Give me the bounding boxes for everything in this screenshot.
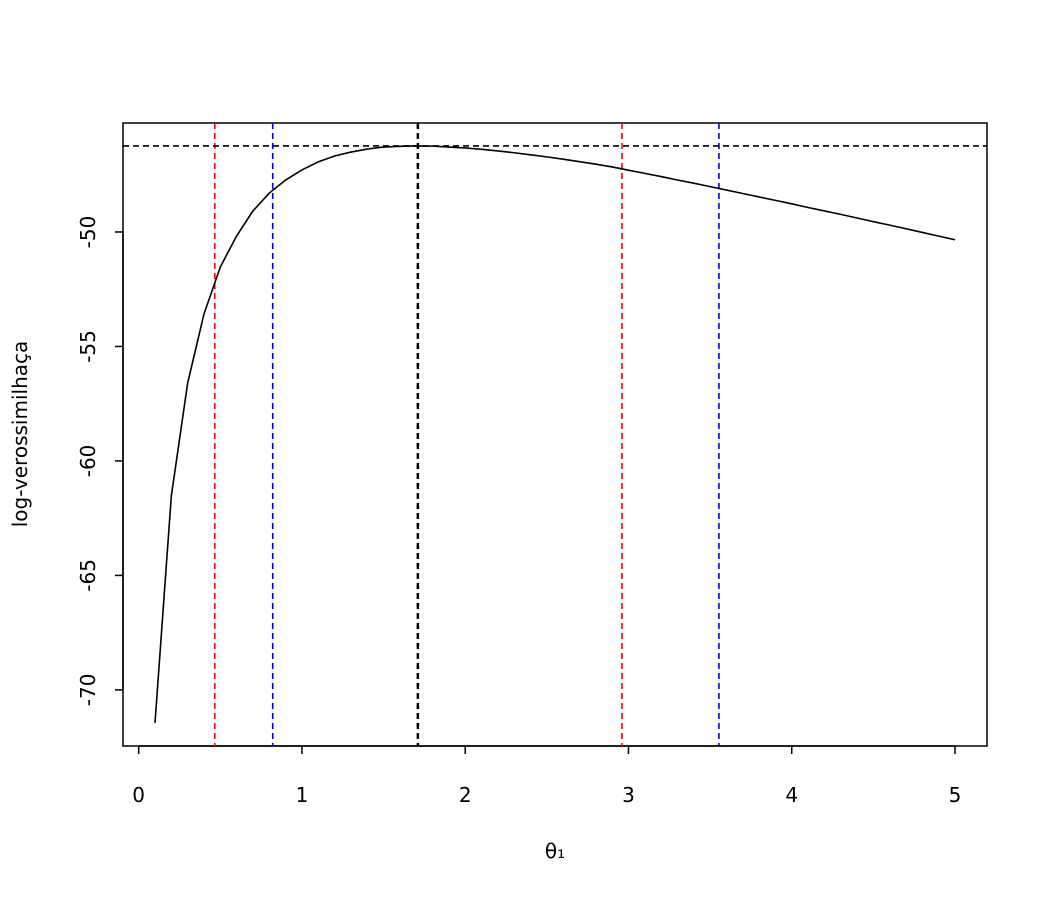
x-tick-label: 4 xyxy=(785,783,798,807)
x-axis-label: θ₁ xyxy=(545,839,565,863)
curve xyxy=(154,145,956,723)
y-tick-label: -65 xyxy=(76,559,100,592)
x-tick-label: 1 xyxy=(296,783,309,807)
y-tick-label: -50 xyxy=(76,216,100,249)
x-tick-label: 2 xyxy=(459,783,472,807)
x-tick-label: 0 xyxy=(132,783,145,807)
y-axis-label: log-verossimilhaça xyxy=(8,341,32,528)
y-tick-label: -60 xyxy=(76,445,100,478)
y-tick-label: -55 xyxy=(76,330,100,363)
y-tick-label: -70 xyxy=(76,674,100,707)
x-tick-label: 3 xyxy=(622,783,635,807)
x-tick-label: 5 xyxy=(949,783,962,807)
plot-box xyxy=(122,122,988,747)
